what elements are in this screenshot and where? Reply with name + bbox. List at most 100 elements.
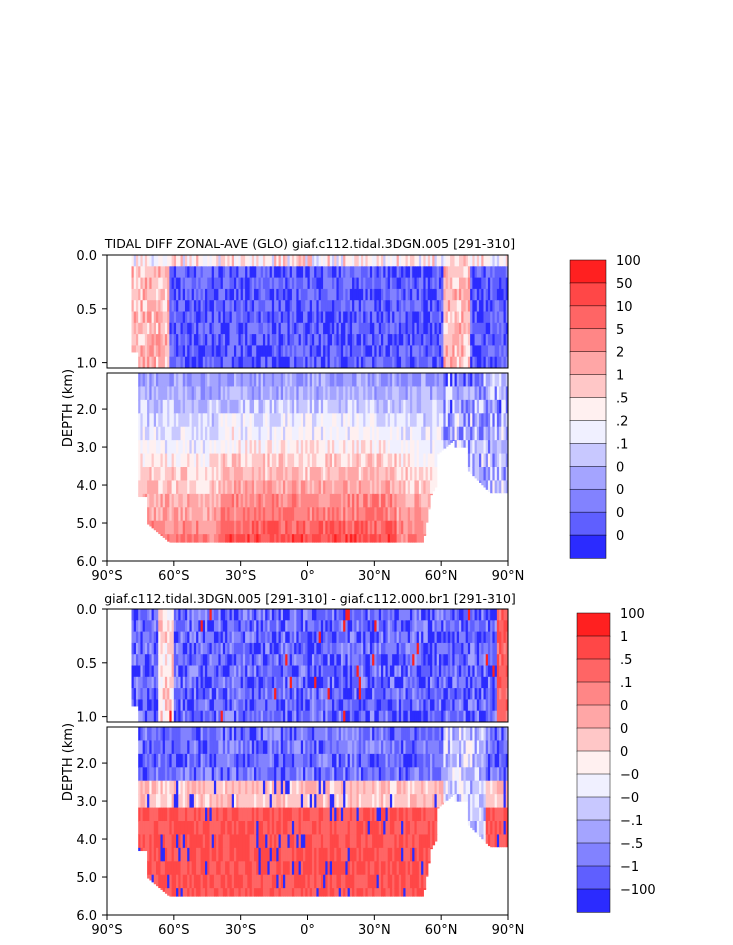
field-cell — [320, 334, 324, 346]
field-cell — [265, 334, 268, 346]
field-cell — [389, 426, 393, 441]
field-cell — [445, 322, 449, 335]
field-cell — [325, 642, 329, 655]
field-cell — [394, 710, 398, 722]
field-cell — [256, 386, 260, 401]
field-cell — [200, 453, 204, 468]
field-cell — [356, 255, 360, 267]
field-cell — [309, 665, 313, 678]
field-cell — [171, 277, 175, 290]
field-cell — [289, 676, 293, 689]
field-cell — [458, 266, 462, 279]
field-cell — [233, 665, 237, 678]
field-cell — [387, 345, 391, 358]
field-cell — [274, 440, 277, 455]
field-cell — [225, 399, 228, 414]
field-cell — [169, 710, 173, 722]
field-cell — [160, 665, 164, 678]
field-cell — [282, 534, 286, 543]
field-cell — [496, 413, 500, 428]
field-cell — [423, 345, 427, 358]
field-cell — [256, 255, 260, 267]
field-cell — [443, 356, 447, 368]
field-cell — [338, 399, 342, 414]
field-cell — [133, 620, 137, 633]
field-cell — [354, 631, 358, 644]
field-cell — [358, 426, 362, 441]
field-cell — [485, 300, 489, 313]
field-cell — [169, 413, 173, 428]
field-cell — [249, 255, 253, 267]
field-cell — [423, 255, 427, 267]
field-cell — [182, 453, 186, 468]
field-cell — [149, 311, 153, 324]
field-cell — [372, 334, 375, 346]
field-cell — [332, 699, 335, 712]
field-cell — [233, 311, 237, 324]
chart-title: giaf.c112.tidal.3DGN.005 [291-310] - gia… — [104, 591, 516, 606]
field-cell — [374, 676, 378, 689]
field-cell — [242, 654, 246, 667]
field-cell — [303, 334, 306, 346]
field-cell — [160, 334, 164, 346]
field-cell — [311, 493, 315, 508]
field-cell — [403, 642, 407, 655]
field-cell — [452, 266, 456, 279]
field-cell — [182, 413, 186, 428]
field-cell — [171, 493, 175, 508]
field-cell — [271, 334, 275, 346]
field-cell — [414, 631, 418, 644]
field-cell — [470, 399, 473, 414]
field-cell — [151, 288, 155, 301]
field-cell — [180, 255, 184, 267]
field-cell — [184, 642, 188, 655]
field-cell — [262, 277, 266, 290]
field-cell — [303, 288, 306, 301]
field-cell — [425, 493, 429, 508]
field-cell — [387, 399, 391, 414]
field-cell — [142, 300, 146, 313]
field-cell — [144, 356, 148, 368]
field-cell — [374, 688, 378, 700]
field-cell — [142, 266, 146, 279]
field-cell — [198, 413, 202, 428]
field-cell — [180, 710, 184, 722]
field-cell — [187, 688, 191, 700]
field-cell — [496, 345, 500, 358]
field-cell — [176, 311, 179, 324]
field-cell — [198, 255, 202, 267]
field-cell — [285, 507, 289, 522]
field-cell — [485, 255, 489, 267]
field-cell — [416, 277, 420, 290]
field-cell — [414, 266, 418, 279]
field-cell — [258, 255, 262, 267]
field-cell — [245, 277, 248, 290]
field-cell — [236, 288, 240, 301]
field-cell — [171, 322, 175, 335]
field-cell — [176, 334, 179, 346]
field-cell — [387, 288, 391, 301]
field-cell — [396, 631, 400, 644]
field-cell — [398, 507, 402, 522]
field-cell — [233, 322, 237, 335]
field-cell — [343, 413, 346, 428]
field-cell — [352, 345, 355, 358]
field-cell — [349, 334, 353, 346]
field-cell — [171, 386, 175, 401]
field-cell — [445, 426, 449, 441]
field-cell — [378, 356, 382, 368]
field-cell — [231, 631, 235, 644]
field-cell — [476, 453, 480, 468]
field-cell — [387, 311, 391, 324]
field-cell — [265, 277, 268, 290]
field-cell — [407, 277, 411, 290]
field-cell — [205, 413, 208, 428]
field-cell — [425, 399, 429, 414]
field-cell — [149, 654, 153, 667]
field-cell — [156, 334, 159, 346]
field-cell — [303, 356, 306, 368]
field-cell — [367, 654, 371, 667]
field-cell — [258, 386, 262, 401]
field-cell — [171, 534, 175, 543]
field-cell — [345, 676, 349, 689]
